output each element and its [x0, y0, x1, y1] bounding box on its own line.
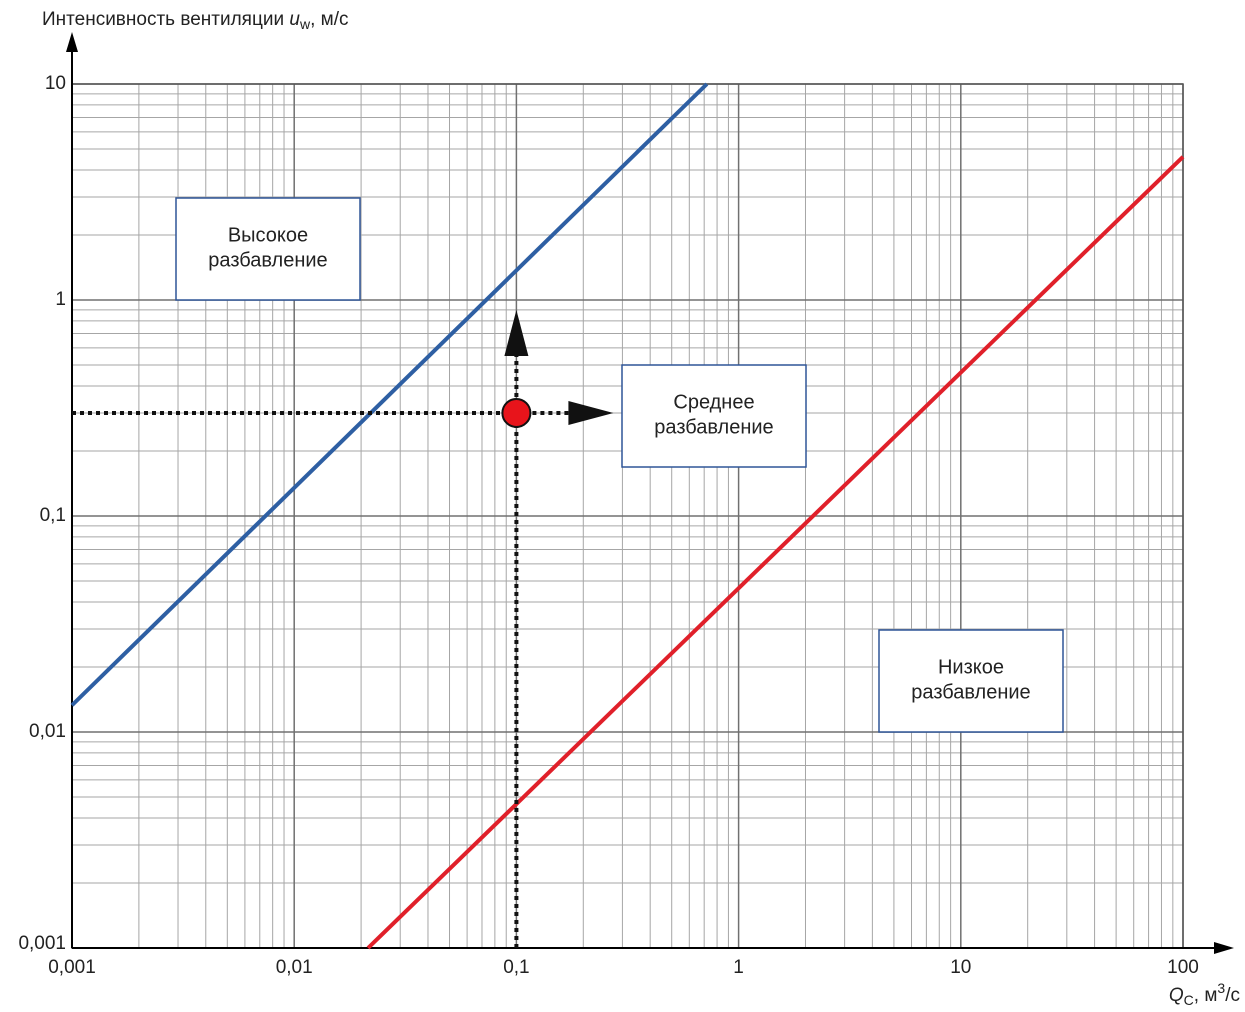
- annotation-text: Среднее: [673, 391, 754, 413]
- y-label-text: Интенсивность вентиляции: [42, 9, 289, 30]
- x-label-superscript: 3: [1217, 980, 1225, 996]
- x-tick-label: 0,1: [503, 957, 529, 978]
- annotation-text: Низкое: [938, 656, 1004, 678]
- x-axis-label: QC, м3/с: [1169, 980, 1240, 1008]
- series-line: [366, 155, 1185, 950]
- x-tick-label: 100: [1167, 957, 1199, 978]
- y-label-symbol: u: [289, 9, 300, 30]
- x-label-subscript: C: [1184, 992, 1194, 1008]
- arrow-right: [568, 400, 614, 425]
- y-label-unit: , м/с: [310, 9, 348, 30]
- y-tick-label: 0,001: [18, 933, 66, 954]
- series-line: [70, 82, 709, 707]
- annotation-box: [878, 629, 1064, 733]
- x-tick-label: 0,01: [276, 957, 313, 978]
- y-axis-arrow: [66, 32, 78, 52]
- annotation-text: разбавление: [208, 249, 327, 271]
- y-axis-label: Интенсивность вентиляции uw, м/с: [42, 9, 348, 32]
- x-axis-arrow: [1214, 942, 1234, 954]
- y-tick-label: 0,1: [40, 505, 66, 526]
- x-tick-label: 0,001: [48, 957, 96, 978]
- annotation-text: Высокое: [228, 224, 308, 246]
- x-label-unit: , м: [1194, 985, 1218, 1006]
- y-label-subscript: w: [299, 16, 311, 32]
- annotation-box: [175, 197, 361, 301]
- x-tick-label: 10: [950, 957, 971, 978]
- y-tick-label: 10: [45, 73, 66, 94]
- x-label-unit-end: /с: [1225, 985, 1240, 1006]
- arrow-up: [504, 309, 529, 356]
- x-label-symbol: Q: [1169, 985, 1184, 1006]
- y-tick-label: 1: [55, 289, 66, 310]
- y-tick-label: 0,01: [29, 721, 66, 742]
- annotation-box: [621, 364, 807, 468]
- annotation-text: разбавление: [911, 681, 1030, 703]
- marker-point: [501, 397, 532, 428]
- x-tick-label: 1: [733, 957, 744, 978]
- annotation-text: разбавление: [654, 416, 773, 438]
